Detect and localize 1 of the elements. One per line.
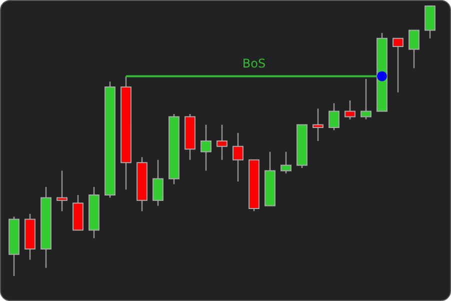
annotation: BoS	[242, 56, 266, 70]
